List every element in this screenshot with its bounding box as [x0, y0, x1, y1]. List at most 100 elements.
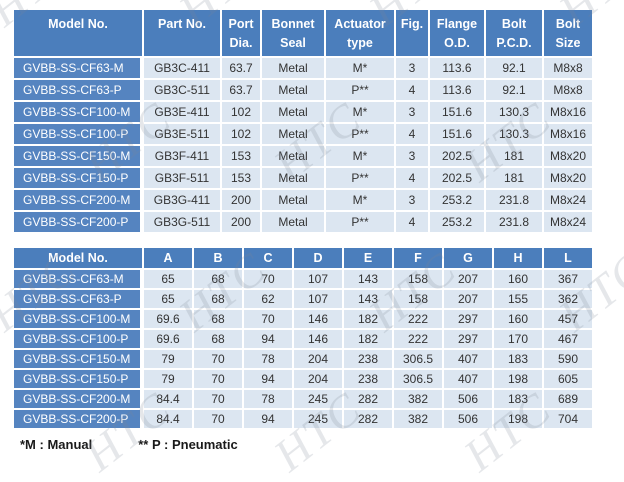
data-cell: M8x8 — [544, 58, 592, 78]
data-cell: 382 — [394, 390, 442, 408]
data-cell: 605 — [544, 370, 592, 388]
data-cell: 362 — [544, 290, 592, 308]
data-cell: 158 — [394, 270, 442, 288]
spec-table-header: Model No. Part No. Port Dia. Bonnet Seal Actua… — [14, 10, 592, 56]
data-cell: Metal — [262, 146, 324, 166]
data-cell: 92.1 — [486, 58, 542, 78]
data-cell: 70 — [244, 270, 292, 288]
data-cell: 92.1 — [486, 80, 542, 100]
data-cell: P** — [326, 80, 394, 100]
data-cell: 70 — [194, 350, 242, 368]
data-cell: 70 — [194, 390, 242, 408]
dimension-table-body: GVBB-SS-CF63-M 65 68 70 107 143 158 207 160 367 GV… — [14, 270, 592, 428]
data-cell: 253.2 — [430, 212, 484, 232]
model-cell: GVBB-SS-CF200-M — [14, 390, 142, 408]
data-cell: 407 — [444, 370, 492, 388]
data-cell: 65 — [144, 290, 192, 308]
table-row: GVBB-SS-CF63-M 65 68 70 107 143 158 207 160 367 — [14, 270, 592, 288]
column-header: H — [494, 248, 542, 268]
table-row: GVBB-SS-CF100-P GB3E-511 102 Metal P** 4 151.6… — [14, 124, 592, 144]
data-cell: GB3G-411 — [144, 190, 220, 210]
data-cell: 306.5 — [394, 350, 442, 368]
data-cell: 78 — [244, 390, 292, 408]
column-header: B — [194, 248, 242, 268]
data-cell: 146 — [294, 330, 342, 348]
header-row: Model No. Part No. Port Dia. Bonnet Seal Actua… — [14, 10, 592, 56]
table-row: GVBB-SS-CF200-P GB3G-511 200 Metal P** 4 253.2… — [14, 212, 592, 232]
model-cell: GVBB-SS-CF200-P — [14, 212, 142, 232]
data-cell: 182 — [344, 310, 392, 328]
data-cell: 181 — [486, 146, 542, 166]
data-cell: 102 — [222, 124, 260, 144]
data-cell: 69.6 — [144, 330, 192, 348]
data-cell: 202.5 — [430, 168, 484, 188]
model-cell: GVBB-SS-CF63-P — [14, 80, 142, 100]
data-cell: 158 — [394, 290, 442, 308]
table-row: GVBB-SS-CF100-P 69.6 68 94 146 182 222 297 170 46… — [14, 330, 592, 348]
model-cell: GVBB-SS-CF100-P — [14, 330, 142, 348]
data-cell: GB3F-411 — [144, 146, 220, 166]
data-cell: 3 — [396, 190, 428, 210]
data-cell: 200 — [222, 212, 260, 232]
table-row: GVBB-SS-CF150-M 79 70 78 204 238 306.5 407 183 59… — [14, 350, 592, 368]
data-cell: 198 — [494, 410, 542, 428]
data-cell: 70 — [244, 310, 292, 328]
data-cell: 143 — [344, 270, 392, 288]
model-cell: GVBB-SS-CF63-M — [14, 270, 142, 288]
column-header: Flange O.D. — [430, 10, 484, 56]
data-cell: 245 — [294, 390, 342, 408]
data-cell: 84.4 — [144, 410, 192, 428]
data-cell: 94 — [244, 410, 292, 428]
data-cell: 94 — [244, 370, 292, 388]
data-cell: 282 — [344, 390, 392, 408]
data-cell: 4 — [396, 168, 428, 188]
data-cell: GB3E-411 — [144, 102, 220, 122]
data-cell: M8x24 — [544, 190, 592, 210]
data-cell: 69.6 — [144, 310, 192, 328]
column-header: D — [294, 248, 342, 268]
dimension-table: Model No. A B C D E F G H L GVBB-SS-CF63-M 65 68 70 1… — [12, 246, 594, 430]
table-row: GVBB-SS-CF150-P GB3F-511 153 Metal P** 4 202.5… — [14, 168, 592, 188]
column-header: Part No. — [144, 10, 220, 56]
table-row: GVBB-SS-CF63-P 65 68 62 107 143 158 207 155 362 — [14, 290, 592, 308]
data-cell: 297 — [444, 330, 492, 348]
model-cell: GVBB-SS-CF100-P — [14, 124, 142, 144]
data-cell: 153 — [222, 168, 260, 188]
data-cell: 183 — [494, 350, 542, 368]
data-cell: GB3G-511 — [144, 212, 220, 232]
data-cell: 590 — [544, 350, 592, 368]
data-cell: 689 — [544, 390, 592, 408]
model-cell: GVBB-SS-CF63-M — [14, 58, 142, 78]
data-cell: 238 — [344, 350, 392, 368]
data-cell: M8x24 — [544, 212, 592, 232]
table-row: GVBB-SS-CF150-P 79 70 94 204 238 306.5 407 198 60… — [14, 370, 592, 388]
data-cell: 506 — [444, 410, 492, 428]
table-row: GVBB-SS-CF200-P 84.4 70 94 245 282 382 506 198 70… — [14, 410, 592, 428]
spec-table-body: GVBB-SS-CF63-M GB3C-411 63.7 Metal M* 3 113.6 9… — [14, 58, 592, 232]
table-row: GVBB-SS-CF63-P GB3C-511 63.7 Metal P** 4 113.6… — [14, 80, 592, 100]
data-cell: 245 — [294, 410, 342, 428]
data-cell: 102 — [222, 102, 260, 122]
model-cell: GVBB-SS-CF150-M — [14, 350, 142, 368]
data-cell: Metal — [262, 58, 324, 78]
column-header: F — [394, 248, 442, 268]
data-cell: 62 — [244, 290, 292, 308]
column-header: Bolt Size — [544, 10, 592, 56]
data-cell: 68 — [194, 290, 242, 308]
data-cell: 181 — [486, 168, 542, 188]
data-cell: 207 — [444, 270, 492, 288]
data-cell: M8x20 — [544, 168, 592, 188]
data-cell: 506 — [444, 390, 492, 408]
data-cell: 457 — [544, 310, 592, 328]
data-cell: GB3F-511 — [144, 168, 220, 188]
column-header: Model No. — [14, 10, 142, 56]
data-cell: 222 — [394, 330, 442, 348]
data-cell: 204 — [294, 370, 342, 388]
model-cell: GVBB-SS-CF150-P — [14, 168, 142, 188]
data-cell: Metal — [262, 190, 324, 210]
data-cell: 3 — [396, 102, 428, 122]
data-cell: 70 — [194, 370, 242, 388]
model-cell: GVBB-SS-CF200-P — [14, 410, 142, 428]
table-row: GVBB-SS-CF200-M GB3G-411 200 Metal M* 3 253.2 2… — [14, 190, 592, 210]
data-cell: 253.2 — [430, 190, 484, 210]
